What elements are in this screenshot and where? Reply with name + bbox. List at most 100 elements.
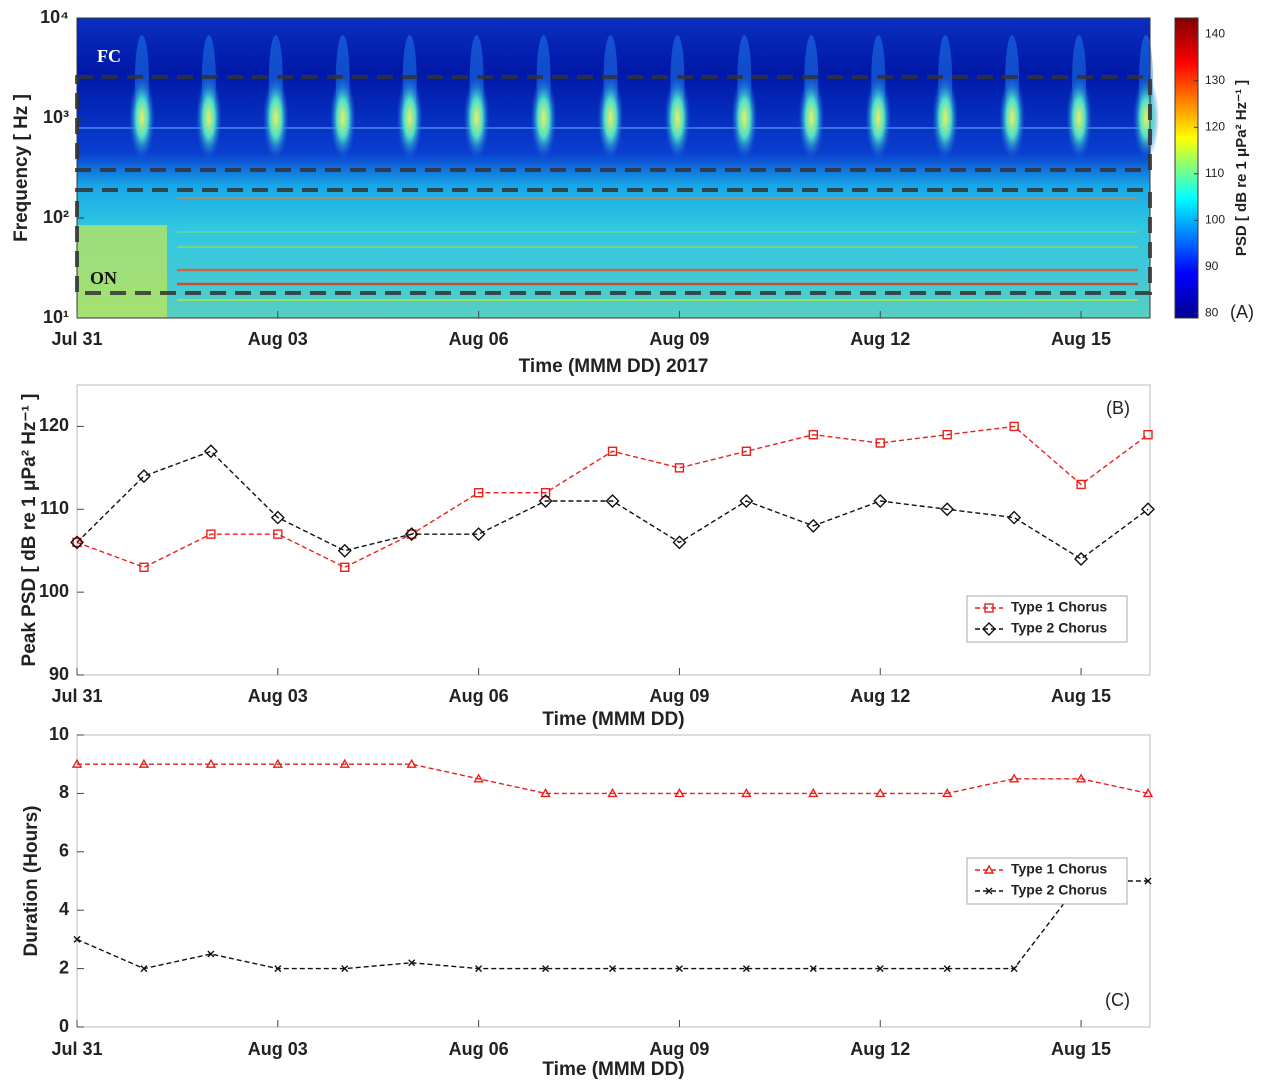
- y-tick-label: 4: [59, 899, 69, 919]
- plot-frame: [76, 734, 1151, 1028]
- x-tick-label: Aug 15: [1051, 686, 1111, 706]
- marker: [1074, 552, 1089, 566]
- marker: [73, 935, 81, 943]
- legend-label: Type 1 Chorus: [1011, 861, 1107, 877]
- marker: [672, 535, 687, 550]
- marker: [538, 494, 553, 508]
- marker: [205, 758, 217, 768]
- marker: [138, 758, 150, 768]
- series-line: [76, 425, 1149, 569]
- x-tick-label: Aug 03: [248, 329, 308, 349]
- plot-frame: [76, 384, 1151, 676]
- marker: [873, 494, 888, 508]
- marker: [408, 959, 416, 967]
- marker: [540, 787, 551, 798]
- marker: [339, 758, 350, 768]
- marker: [809, 965, 817, 973]
- marker: [942, 430, 952, 440]
- colorbar: [1174, 17, 1199, 319]
- marker: [609, 965, 616, 973]
- panel-label: (B): [1106, 398, 1130, 418]
- annotation: FC: [97, 46, 121, 66]
- x-axis-label: Time (MMM DD): [542, 709, 684, 730]
- marker: [1143, 430, 1153, 440]
- legend-marker: [982, 622, 996, 636]
- marker: [674, 463, 685, 473]
- y-tick-label: 10²: [43, 207, 69, 227]
- marker: [340, 562, 350, 572]
- chorus-blob: [865, 76, 892, 160]
- y-axis-label: Peak PSD [ dB re 1 μPa² Hz⁻¹ ]: [19, 394, 40, 667]
- colorbar-tick-label: 130: [1205, 73, 1225, 87]
- x-tick-label: Aug 12: [850, 1039, 910, 1059]
- marker: [875, 438, 885, 448]
- colorbar-tick-label: 120: [1205, 119, 1225, 133]
- marker: [940, 502, 955, 517]
- colorbar-tick-label: 80: [1205, 306, 1219, 320]
- legend-label: Type 2 Chorus: [1011, 882, 1107, 898]
- y-tick-label: 0: [59, 1016, 69, 1036]
- x-tick-label: Aug 03: [248, 686, 308, 706]
- chorus-blob: [262, 76, 289, 160]
- y-axis-label: Frequency [ Hz ]: [11, 94, 32, 242]
- marker: [473, 488, 484, 498]
- series-line: [77, 763, 1149, 795]
- legend-label: Type 1 Chorus: [1011, 599, 1107, 615]
- chorus-blob: [396, 76, 423, 160]
- marker: [540, 488, 551, 498]
- marker: [404, 527, 419, 542]
- marker: [739, 494, 754, 508]
- colorbar-tick-label: 100: [1205, 212, 1225, 226]
- x-tick-label: Jul 31: [51, 329, 102, 349]
- marker: [607, 446, 618, 456]
- marker: [140, 965, 148, 973]
- chorus-blob: [195, 76, 222, 160]
- marker: [71, 758, 83, 768]
- marker: [471, 527, 486, 542]
- chorus-blob: [530, 76, 557, 160]
- y-axis-label: Duration (Hours): [21, 806, 42, 957]
- marker: [808, 787, 819, 798]
- x-axis-label: Time (MMM DD) 2017: [519, 356, 709, 377]
- y-tick-label: 100: [39, 581, 69, 601]
- series-line: [76, 450, 1149, 560]
- marker: [742, 965, 750, 973]
- marker: [406, 758, 417, 768]
- x-tick-label: Aug 06: [449, 329, 509, 349]
- marker: [1076, 479, 1086, 490]
- legend-marker: [984, 603, 994, 613]
- chorus-blob: [932, 76, 959, 160]
- chorus-blob: [463, 76, 490, 160]
- x-tick-label: Jul 31: [51, 1039, 102, 1059]
- marker: [270, 510, 285, 525]
- marker: [207, 950, 215, 958]
- panel-label: (C): [1105, 990, 1130, 1010]
- x-tick-label: Aug 15: [1051, 1039, 1111, 1059]
- marker: [273, 529, 283, 539]
- x-tick-label: Aug 09: [649, 329, 709, 349]
- x-tick-label: Aug 15: [1051, 329, 1111, 349]
- marker: [605, 494, 620, 508]
- marker: [1010, 965, 1018, 973]
- chorus-blob: [1132, 76, 1159, 160]
- chorus-blob: [329, 76, 356, 160]
- marker: [406, 529, 417, 539]
- marker: [203, 444, 218, 459]
- x-tick-label: Aug 12: [850, 686, 910, 706]
- marker: [1144, 877, 1152, 885]
- chorus-blob: [1066, 76, 1093, 160]
- colorbar-tick-label: 140: [1205, 26, 1225, 40]
- colorbar-tick-label: 110: [1205, 166, 1224, 180]
- x-tick-label: Jul 31: [51, 686, 102, 706]
- low-freq-patch: [77, 225, 167, 318]
- chorus-blob: [798, 76, 825, 160]
- x-tick-label: Aug 03: [248, 1039, 308, 1059]
- marker: [941, 787, 953, 798]
- marker: [72, 537, 82, 548]
- colorbar-tick-label: 90: [1205, 259, 1219, 273]
- legend-box: [966, 857, 1128, 905]
- y-tick-label: 110: [40, 498, 69, 518]
- y-tick-label: 8: [59, 782, 69, 802]
- y-tick-label: 6: [59, 841, 69, 861]
